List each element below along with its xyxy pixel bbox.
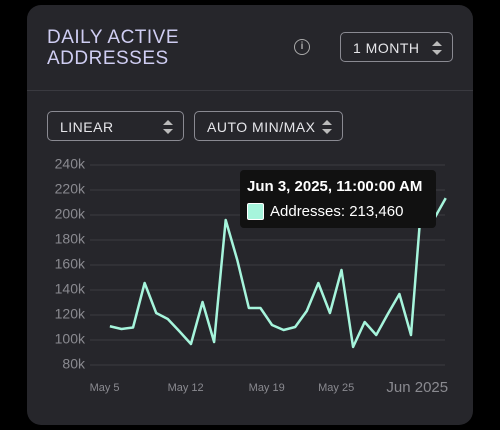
title-line: DAILY ACTIVE <box>47 27 180 48</box>
y-tick-label: 160k <box>55 256 86 272</box>
y-tick-label: 140k <box>55 281 86 297</box>
line <box>109 186 447 349</box>
y-tick-label: 200k <box>55 206 86 222</box>
tooltip-swatch <box>247 203 264 220</box>
scale-select[interactable]: LINEAR <box>47 111 184 141</box>
x-tick-label: May 25 <box>318 382 354 394</box>
x-tick-label: May 5 <box>90 382 120 394</box>
y-tick-label: 100k <box>55 331 86 347</box>
y-tick-label: 240k <box>55 156 86 172</box>
title-line: ADDRESSES <box>47 48 169 69</box>
y-tick-label: 220k <box>55 181 86 197</box>
info-icon[interactable]: i <box>294 39 310 55</box>
x-tick-label: Jun 2025 <box>386 379 448 396</box>
tooltip: Jun 3, 2025, 11:00:00 AM Addresses: 213,… <box>240 170 436 228</box>
x-tick-label: May 12 <box>168 382 204 394</box>
divider <box>27 90 473 91</box>
y-tick-label: 180k <box>55 231 86 247</box>
period-select[interactable]: 1 MONTH <box>340 32 453 62</box>
title: DAILY ACTIVE ADDRESSES <box>47 27 179 69</box>
tooltip-text: Addresses: 213,460 <box>270 203 404 220</box>
y-tick-label: 80k <box>62 356 86 372</box>
x-tick-label: May 19 <box>249 382 285 394</box>
y-tick-label: 120k <box>55 306 86 322</box>
tooltip-title: Jun 3, 2025, 11:00:00 AM <box>247 178 423 195</box>
range-select[interactable]: AUTO MIN/MAX <box>194 111 343 141</box>
